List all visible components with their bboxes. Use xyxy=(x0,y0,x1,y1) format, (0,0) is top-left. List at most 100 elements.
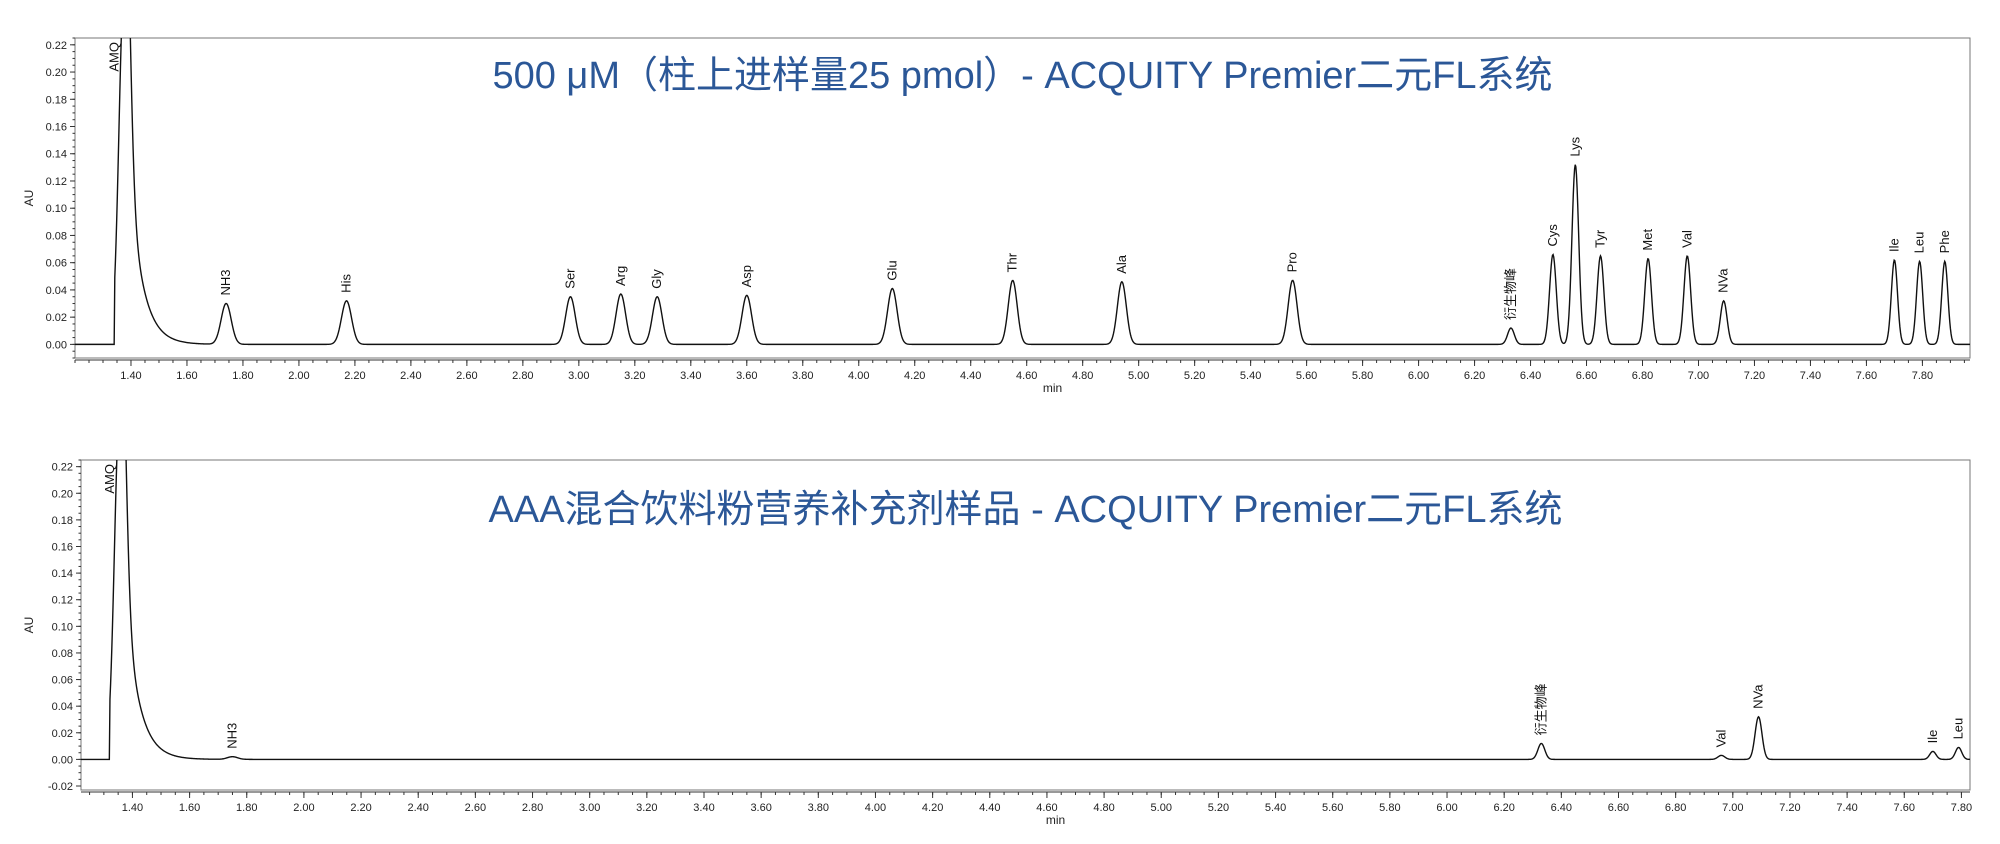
peak-label-nva: NVa xyxy=(1716,268,1731,293)
x-tick-label: 6.20 xyxy=(1493,802,1514,814)
x-tick-label: 7.80 xyxy=(1912,370,1933,382)
x-axis-title: min xyxy=(1043,381,1062,395)
x-tick-label: 1.40 xyxy=(122,802,143,814)
plot-frame xyxy=(80,459,1971,791)
x-tick-label: 4.80 xyxy=(1072,370,1093,382)
y-axis-title: AU xyxy=(22,190,36,207)
y-tick-label: 0.06 xyxy=(52,675,73,687)
x-tick-label: 6.80 xyxy=(1632,370,1653,382)
peak-label-amq: AMQ xyxy=(106,42,121,72)
peak-label-phe: Phe xyxy=(1937,230,1952,253)
x-tick-label: 3.80 xyxy=(808,802,829,814)
peak-label-cys: Cys xyxy=(1545,224,1560,247)
peak-label-ile: Ile xyxy=(1886,238,1901,252)
peak-label-ile: Ile xyxy=(1925,730,1940,744)
x-tick-label: 7.40 xyxy=(1836,802,1857,814)
peak-label-val: Val xyxy=(1679,230,1694,248)
x-tick-label: 3.80 xyxy=(792,370,813,382)
x-tick-label: 2.60 xyxy=(456,370,477,382)
x-tick-label: 7.80 xyxy=(1951,802,1972,814)
x-tick-label: 5.40 xyxy=(1265,802,1286,814)
x-tick-label: 2.80 xyxy=(522,802,543,814)
x-tick-label: 2.00 xyxy=(293,802,314,814)
y-tick-label: 0.00 xyxy=(46,339,67,351)
peak-label-asp: Asp xyxy=(739,265,754,287)
x-tick-label: 6.40 xyxy=(1551,802,1572,814)
y-tick-label: 0.08 xyxy=(46,230,67,242)
y-tick-label: 0.14 xyxy=(46,149,67,161)
x-tick-label: 7.20 xyxy=(1744,370,1765,382)
x-tick-label: 5.80 xyxy=(1352,370,1373,382)
peak-label-met: Met xyxy=(1640,229,1655,251)
x-tick-label: 3.60 xyxy=(736,370,757,382)
x-tick-label: 6.00 xyxy=(1436,802,1457,814)
x-tick-label: 7.40 xyxy=(1800,370,1821,382)
peak-label-leu: Leu xyxy=(1951,718,1966,740)
y-tick-label: 0.04 xyxy=(46,285,67,297)
plot-frame xyxy=(74,37,1971,359)
peak-label-arg: Arg xyxy=(613,266,628,286)
x-tick-label: 1.40 xyxy=(120,370,141,382)
peak-label-lys: Lys xyxy=(1567,136,1582,156)
x-tick-label: 3.40 xyxy=(693,802,714,814)
y-tick-label: 0.18 xyxy=(46,94,67,106)
chromatogram-trace xyxy=(81,460,1970,761)
y-tick-label: 0.04 xyxy=(52,701,73,713)
y-tick-label: 0.14 xyxy=(52,568,73,580)
x-tick-label: 5.60 xyxy=(1296,370,1317,382)
x-tick-label: 2.60 xyxy=(465,802,486,814)
y-tick-label: 0.10 xyxy=(46,203,67,215)
x-tick-label: 7.20 xyxy=(1779,802,1800,814)
x-tick-label: 4.40 xyxy=(960,370,981,382)
peak-label-pro: Pro xyxy=(1285,252,1300,272)
x-tick-label: 4.60 xyxy=(1016,370,1037,382)
peak-label-amq: AMQ xyxy=(102,464,117,494)
x-tick-label: 6.60 xyxy=(1608,802,1629,814)
y-tick-label: 0.00 xyxy=(52,754,73,766)
peak-label-leu: Leu xyxy=(1912,232,1927,254)
x-tick-label: 4.80 xyxy=(1093,802,1114,814)
y-tick-label: 0.12 xyxy=(52,595,73,607)
x-tick-label: 1.80 xyxy=(236,802,257,814)
peak-label-glu: Glu xyxy=(884,260,899,280)
chromatogram-panel-bottom: AAA混合饮料粉营养补充剂样品 - ACQUITY Premier二元FL系统 -… xyxy=(22,459,1972,827)
y-tick-label: 0.20 xyxy=(52,488,73,500)
peak-label-peak: 衍生物峰 xyxy=(1503,268,1518,320)
peak-label-tyr: Tyr xyxy=(1593,229,1608,248)
y-tick-label: 0.10 xyxy=(52,621,73,633)
x-tick-label: 2.20 xyxy=(344,370,365,382)
x-tick-label: 3.20 xyxy=(636,802,657,814)
peak-label-nh3: NH3 xyxy=(224,723,239,749)
x-tick-label: 7.00 xyxy=(1688,370,1709,382)
x-tick-label: 2.20 xyxy=(350,802,371,814)
x-tick-label: 4.60 xyxy=(1036,802,1057,814)
x-tick-label: 5.20 xyxy=(1184,370,1205,382)
x-tick-label: 3.00 xyxy=(568,370,589,382)
y-tick-label: 0.16 xyxy=(46,122,67,134)
chromatogram-trace xyxy=(75,38,1970,346)
y-tick-label: 0.18 xyxy=(52,515,73,527)
x-tick-label: 6.20 xyxy=(1464,370,1485,382)
chart-title: 500 μM（柱上进样量25 pmol）- ACQUITY Premier二元F… xyxy=(492,55,1552,97)
x-tick-label: 5.20 xyxy=(1208,802,1229,814)
x-tick-label: 1.60 xyxy=(176,370,197,382)
y-tick-label: 0.02 xyxy=(52,728,73,740)
x-tick-label: 2.80 xyxy=(512,370,533,382)
x-tick-label: 6.00 xyxy=(1408,370,1429,382)
chromatogram-panel-top: 500 μM（柱上进样量25 pmol）- ACQUITY Premier二元F… xyxy=(22,37,1971,395)
x-tick-label: 1.60 xyxy=(179,802,200,814)
x-tick-label: 6.40 xyxy=(1520,370,1541,382)
x-tick-label: 4.00 xyxy=(848,370,869,382)
y-tick-label: 0.20 xyxy=(46,67,67,79)
x-tick-label: 5.40 xyxy=(1240,370,1261,382)
x-tick-label: 3.60 xyxy=(750,802,771,814)
peak-label-his: His xyxy=(339,274,354,293)
x-tick-label: 2.40 xyxy=(408,802,429,814)
peak-label-gly: Gly xyxy=(649,269,664,289)
x-tick-label: 4.20 xyxy=(922,802,943,814)
x-tick-label: 2.00 xyxy=(288,370,309,382)
peak-label-val: Val xyxy=(1713,729,1728,747)
x-tick-label: 7.60 xyxy=(1856,370,1877,382)
y-tick-label: 0.22 xyxy=(52,462,73,474)
